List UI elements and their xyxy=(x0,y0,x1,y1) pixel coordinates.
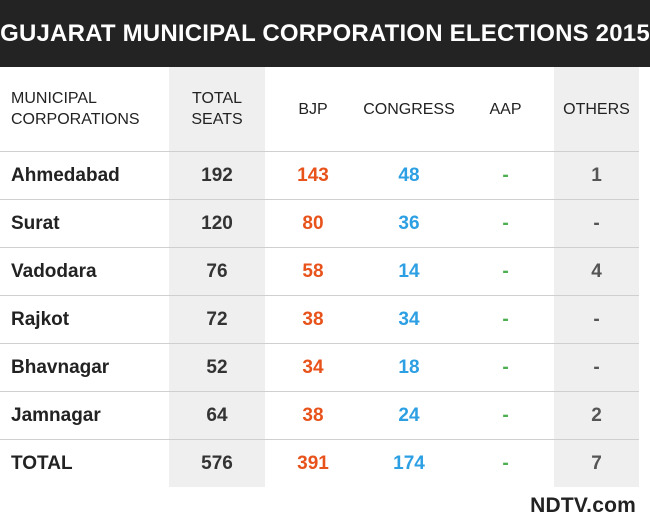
row-bjp-seats: 38 xyxy=(265,295,361,344)
row-others-seats: - xyxy=(554,295,639,344)
table-row: Ahmedabad 192 143 48 - 1 xyxy=(0,151,639,200)
row-congress-seats: 174 xyxy=(393,453,425,474)
total-row: TOTAL 576 391 174 - 7 xyxy=(0,440,639,489)
row-congress-seats: 18 xyxy=(361,343,457,392)
row-bjp-seats: 80 xyxy=(265,199,361,248)
row-bjp-seats: 143 xyxy=(265,151,361,200)
row-aap-seats: - xyxy=(457,391,554,440)
header-name-line1: MUNICIPAL xyxy=(11,90,97,107)
row-aap-seats: - xyxy=(457,343,554,392)
row-congress-seats: 24 xyxy=(361,391,457,440)
row-total-seats: 52 xyxy=(169,343,265,392)
row-others-seats: - xyxy=(554,343,639,392)
header-municipal-corporations: MUNICIPAL CORPORATIONS xyxy=(0,67,169,152)
row-name: Vadodara xyxy=(0,247,169,296)
row-total-seats: 76 xyxy=(169,247,265,296)
header-congress: CONGRESS xyxy=(361,67,457,152)
row-others-seats: - xyxy=(554,199,639,248)
table-row: Bhavnagar 52 34 18 - - xyxy=(0,343,639,392)
row-congress-seats: 48 xyxy=(361,151,457,200)
row-name: Jamnagar xyxy=(0,391,169,440)
row-bjp-seats: 391 xyxy=(297,453,329,474)
header-name-line2: CORPORATIONS xyxy=(11,111,140,128)
row-others-seats: 4 xyxy=(554,247,639,296)
row-name: TOTAL xyxy=(11,453,73,474)
row-total-seats: 576 xyxy=(201,453,233,474)
row-total-seats: 120 xyxy=(169,199,265,248)
row-congress-seats: 34 xyxy=(361,295,457,344)
table-row: Jamnagar 64 38 24 - 2 xyxy=(0,391,639,440)
results-table: MUNICIPAL CORPORATIONS TOTAL SEATS BJP C… xyxy=(0,67,639,488)
table-row: Vadodara 76 58 14 - 4 xyxy=(0,247,639,296)
row-total-seats: 64 xyxy=(169,391,265,440)
row-congress-seats: 14 xyxy=(361,247,457,296)
header-total-line1: TOTAL xyxy=(191,90,243,107)
row-aap-seats: - xyxy=(457,247,554,296)
header-total-seats: TOTAL SEATS xyxy=(169,67,265,152)
row-bjp-seats: 34 xyxy=(265,343,361,392)
row-bjp-seats: 58 xyxy=(265,247,361,296)
header-others: OTHERS xyxy=(554,67,639,152)
row-aap-seats: - xyxy=(457,199,554,248)
row-others-seats: 1 xyxy=(554,151,639,200)
row-others-seats: 7 xyxy=(591,453,602,474)
table-row: Rajkot 72 38 34 - - xyxy=(0,295,639,344)
row-aap-seats: - xyxy=(457,295,554,344)
header-total-line2: SEATS xyxy=(191,111,243,128)
table-header-row: MUNICIPAL CORPORATIONS TOTAL SEATS BJP C… xyxy=(0,67,639,152)
row-others-seats: 2 xyxy=(554,391,639,440)
row-aap-seats: - xyxy=(502,453,509,474)
table-row: Surat 120 80 36 - - xyxy=(0,199,639,248)
row-total-seats: 72 xyxy=(169,295,265,344)
row-name: Surat xyxy=(0,199,169,248)
row-total-seats: 192 xyxy=(169,151,265,200)
header-aap: AAP xyxy=(457,67,554,152)
page-title: GUJARAT MUNICIPAL CORPORATION ELECTIONS … xyxy=(0,0,650,67)
header-bjp: BJP xyxy=(265,67,361,152)
row-name: Bhavnagar xyxy=(0,343,169,392)
row-aap-seats: - xyxy=(457,151,554,200)
row-name: Ahmedabad xyxy=(0,151,169,200)
row-bjp-seats: 38 xyxy=(265,391,361,440)
ndtv-logo: NDTV.com xyxy=(530,494,636,517)
row-congress-seats: 36 xyxy=(361,199,457,248)
row-name: Rajkot xyxy=(0,295,169,344)
